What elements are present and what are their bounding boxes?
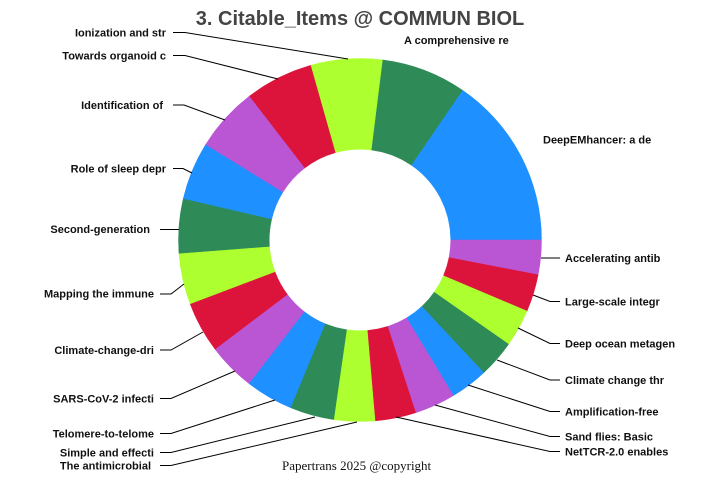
slice-label-second-generation: Second-generation [50,224,150,236]
slice-label-towards-organoid: Towards organoid c [62,51,166,63]
leader-line-ionization [173,32,349,60]
leader-line-towards-organoid [173,55,279,80]
leader-line-simple-effecti [160,416,316,453]
leader-line-antimicrobial [160,421,358,466]
slice-label-climate-change-dri: Climate-change-dri [54,345,154,357]
leader-line-role-of-sleep [173,168,193,174]
leader-line-amplification [467,384,560,412]
slice-label-antimicrobial: The antimicrobial [60,461,151,473]
slice-label-role-of-sleep: Role of sleep depr [71,164,167,176]
donut-slice [448,239,542,275]
slice-label-deep-ocean: Deep ocean metagen [565,339,675,351]
leader-line-identification [173,104,226,121]
leader-line-large-scale [532,294,560,302]
slice-label-a-comprehensive: A comprehensive re [404,35,509,47]
leader-line-sand-flies [434,404,560,437]
slice-label-deepemhancer: DeepEMhancer: a de [543,135,651,147]
leader-lines [160,32,560,466]
leader-line-telomere [160,399,276,434]
slice-label-amplification: Amplification-free [565,407,659,419]
slice-label-identification: Identification of [81,100,163,112]
slice-labels: DeepEMhancer: a de A comprehensive re Io… [44,28,675,473]
slice-label-telomere: Telomere-to-telome [53,429,154,441]
slice-label-sand-flies: Sand flies: Basic [565,432,653,444]
slice-label-mapping-immune: Mapping the immune [44,289,154,301]
chart-title: 3. Citable_Items @ COMMUN BIOL [196,8,524,30]
slice-label-sars-cov-2: SARS-CoV-2 infecti [53,394,154,406]
slice-label-climate-change-thr: Climate change thr [565,375,665,387]
slice-label-nettcr: NetTCR-2.0 enables [565,447,668,459]
leader-line-deep-ocean [517,327,560,344]
leader-line-climate-change-thr [496,359,560,381]
slice-label-accelerating: Accelerating antib [565,253,661,265]
slice-label-ionization: Ionization and str [75,28,167,40]
leader-line-climate-change-dri [160,331,204,351]
footer-copyright: Papertrans 2025 @copyright [282,458,432,473]
slice-label-simple-effecti: Simple and effecti [60,448,154,460]
donut-slices [178,58,542,422]
leader-line-nettcr [395,416,560,452]
leader-line-sars-cov-2 [160,370,236,399]
slice-label-large-scale: Large-scale integr [565,297,660,309]
leader-line-mapping-immune [160,283,185,295]
